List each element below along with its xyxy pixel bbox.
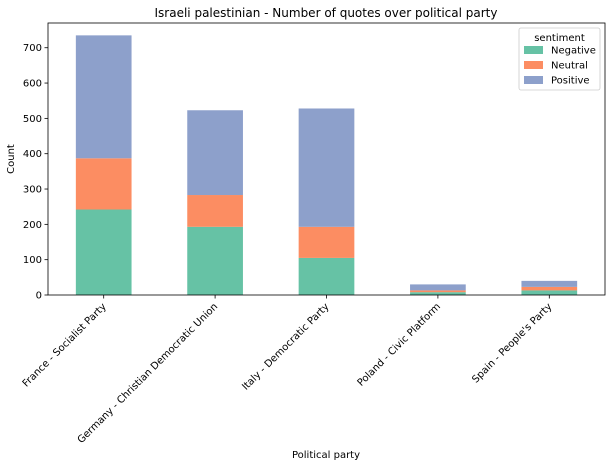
y-axis-label: Count bbox=[6, 144, 17, 174]
bar-neutral-0 bbox=[75, 158, 132, 210]
legend: sentiment Negative Neutral Positive bbox=[518, 27, 601, 91]
bar-neutral-2 bbox=[298, 226, 355, 258]
bar-negative-0 bbox=[75, 209, 132, 295]
y-tick-label: 400 bbox=[23, 149, 42, 160]
y-tick-label: 700 bbox=[23, 43, 42, 54]
bar-neutral-1 bbox=[187, 195, 243, 227]
legend-swatch-negative bbox=[524, 46, 543, 54]
bar-negative-3 bbox=[410, 292, 466, 295]
legend-swatch-neutral bbox=[524, 61, 543, 69]
y-axis: 0 100 200 300 400 500 600 700 bbox=[23, 43, 48, 302]
x-axis-label: Political party bbox=[292, 450, 360, 461]
bars-group bbox=[75, 35, 578, 295]
bar-positive-3 bbox=[410, 284, 466, 291]
legend-title: sentiment bbox=[534, 33, 585, 44]
bar-positive-2 bbox=[298, 108, 355, 227]
y-tick-label: 300 bbox=[23, 185, 42, 196]
legend-swatch-positive bbox=[524, 76, 543, 84]
bar-negative-4 bbox=[521, 290, 578, 295]
bar-positive-1 bbox=[187, 110, 243, 196]
y-tick-label: 200 bbox=[23, 220, 42, 231]
bar-neutral-4 bbox=[521, 286, 578, 291]
chart-title: Israeli palestinian - Number of quotes o… bbox=[155, 6, 498, 20]
y-tick-label: 0 bbox=[36, 291, 42, 302]
bar-negative-2 bbox=[298, 257, 355, 295]
y-tick-label: 100 bbox=[23, 255, 42, 266]
legend-box bbox=[518, 27, 601, 91]
legend-label-positive: Positive bbox=[551, 76, 590, 87]
bar-positive-4 bbox=[521, 280, 578, 287]
y-tick-label: 600 bbox=[23, 79, 42, 90]
bar-neutral-3 bbox=[410, 290, 466, 293]
bar-positive-0 bbox=[75, 35, 132, 159]
y-tick-label: 500 bbox=[23, 114, 42, 125]
bar-negative-1 bbox=[187, 226, 243, 295]
legend-label-negative: Negative bbox=[551, 46, 596, 57]
legend-label-neutral: Neutral bbox=[551, 61, 588, 72]
